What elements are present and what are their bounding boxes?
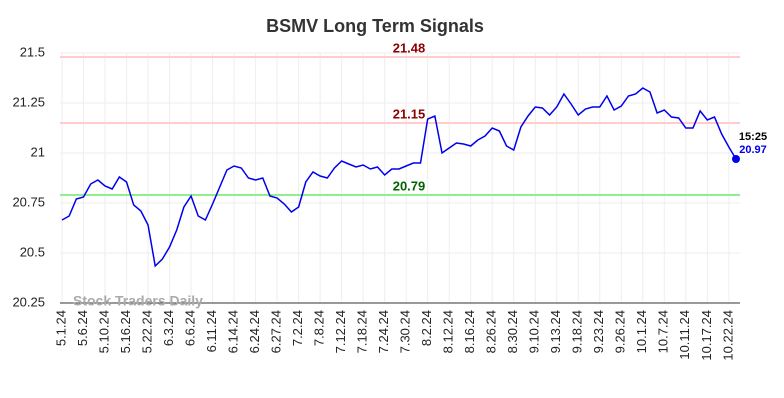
- x-tick-label: 8.16.24: [462, 310, 477, 353]
- x-tick-label: 7.24.24: [376, 310, 391, 353]
- x-tick-label: 5.6.24: [75, 310, 90, 346]
- signal-label: 21.15: [393, 106, 426, 121]
- last-value: 20.97: [739, 144, 767, 156]
- x-tick-label: 7.12.24: [333, 310, 348, 353]
- watermark: Stock Traders Daily: [73, 293, 203, 309]
- x-tick-label: 6.11.24: [204, 310, 219, 352]
- y-tick-label: 21.5: [20, 44, 45, 59]
- x-tick-label: 6.27.24: [269, 310, 284, 353]
- signal-label: 21.48: [393, 40, 426, 55]
- x-tick-label: 8.2.24: [419, 310, 434, 346]
- x-tick-label: 5.1.24: [53, 310, 68, 346]
- x-tick-label: 7.2.24: [290, 310, 305, 346]
- x-tick-label: 9.18.24: [570, 310, 585, 353]
- x-tick-label: 10.1.24: [634, 310, 649, 353]
- x-tick-label: 6.14.24: [226, 310, 241, 353]
- y-tick-label: 21.25: [12, 94, 45, 109]
- x-tick-label: 8.12.24: [441, 310, 456, 353]
- x-tick-label: 10.11.24: [677, 310, 692, 360]
- x-tick-label: 7.8.24: [312, 310, 327, 346]
- x-tick-label: 9.13.24: [548, 310, 563, 353]
- x-tick-label: 5.16.24: [118, 310, 133, 353]
- x-tick-label: 10.7.24: [656, 310, 671, 353]
- x-tick-label: 10.22.24: [720, 310, 735, 361]
- x-tick-label: 9.23.24: [591, 310, 606, 353]
- last-time: 15:25: [739, 131, 767, 143]
- last-point: [732, 155, 740, 163]
- x-tick-label: 6.3.24: [161, 310, 176, 346]
- y-tick-label: 20.5: [20, 244, 45, 259]
- x-tick-label: 5.22.24: [139, 310, 154, 353]
- y-tick-label: 20.75: [12, 194, 45, 209]
- x-tick-label: 10.17.24: [699, 310, 714, 361]
- x-tick-label: 9.26.24: [613, 310, 628, 353]
- y-tick-label: 20.25: [12, 294, 45, 309]
- x-tick-label: 7.18.24: [355, 310, 370, 353]
- price-line: [61, 87, 737, 268]
- chart-title: BSMV Long Term Signals: [266, 16, 484, 36]
- signal-label: 20.79: [393, 178, 426, 193]
- x-tick-label: 6.24.24: [247, 310, 262, 353]
- x-tick-label: 9.10.24: [527, 310, 542, 353]
- y-tick-label: 21: [31, 144, 45, 159]
- x-tick-label: 7.30.24: [398, 310, 413, 353]
- x-tick-label: 8.26.24: [484, 310, 499, 353]
- x-tick-label: 5.10.24: [96, 310, 111, 353]
- x-tick-label: 6.6.24: [183, 310, 198, 346]
- x-tick-label: 8.30.24: [505, 310, 520, 353]
